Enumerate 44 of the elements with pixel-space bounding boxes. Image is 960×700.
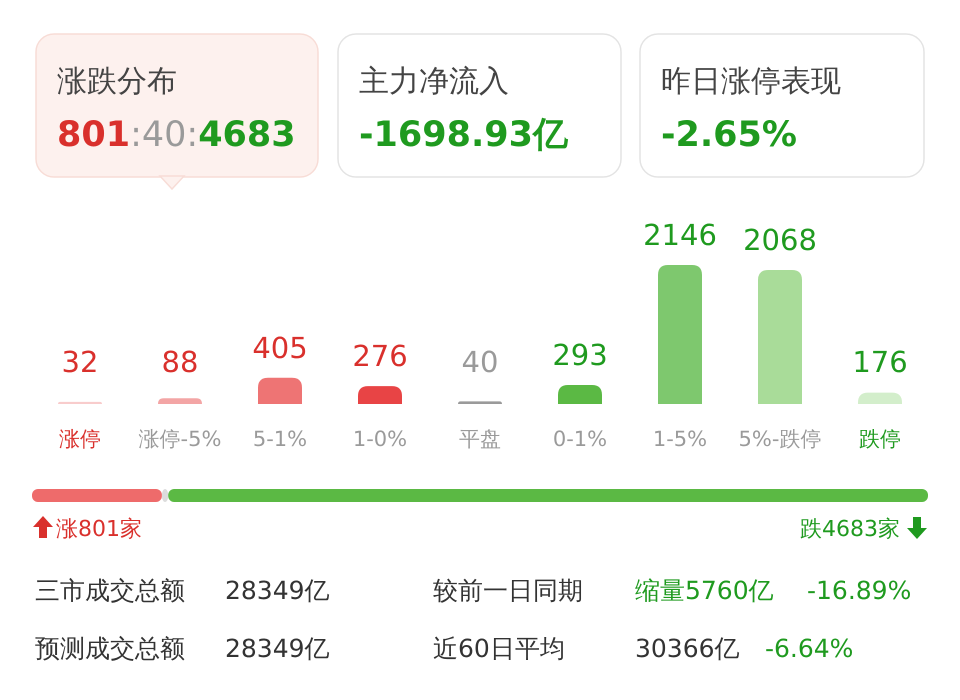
text: 涨801家 <box>56 517 142 542</box>
text: 主力净流入 <box>359 64 509 99</box>
bar <box>658 265 702 404</box>
x-tick-label: 1-0% <box>352 427 408 451</box>
text: 缩量5760亿 <box>635 576 774 605</box>
text: 三市成交总额 <box>35 576 185 605</box>
text: -16.89% <box>807 576 912 605</box>
text: -2.65% <box>661 115 797 155</box>
bar <box>358 386 402 404</box>
x-tick-label: 平盘 <box>459 427 501 451</box>
text: 801:40:4683 <box>57 115 296 155</box>
x-tick-label: 0-1% <box>552 427 608 451</box>
data-label: 405 <box>252 330 308 365</box>
x-tick-label: 涨停 <box>59 427 101 451</box>
text: -6.64% <box>765 634 854 663</box>
data-label: 88 <box>162 345 198 379</box>
data-label: 176 <box>852 345 908 379</box>
text: 涨跌分布 <box>57 64 177 99</box>
x-tick-label: 5-1% <box>252 427 308 451</box>
data-label: 276 <box>352 339 408 374</box>
bar <box>458 401 502 404</box>
text: -1698.93亿 <box>359 115 569 155</box>
text: 预测成交总额 <box>35 634 185 663</box>
bar <box>158 398 202 404</box>
bar <box>758 270 802 404</box>
text: 30366亿 <box>635 634 740 663</box>
x-tick-label: 1-5% <box>652 427 708 451</box>
text: 28349亿 <box>225 576 330 605</box>
text: 较前一日同期 <box>433 576 583 605</box>
bar <box>558 385 602 404</box>
text: 近60日平均 <box>433 634 565 663</box>
text: 28349亿 <box>225 634 330 663</box>
text: 昨日涨停表现 <box>661 64 841 99</box>
data-label: 32 <box>62 345 98 379</box>
bar <box>858 392 902 404</box>
x-tick-label: 5%-跌停 <box>738 427 822 451</box>
data-label: 2146 <box>643 218 717 252</box>
data-label: 293 <box>552 338 608 372</box>
bar <box>258 378 302 404</box>
x-tick-label: 跌停 <box>859 427 901 451</box>
text: 跌4683家 <box>800 517 900 542</box>
data-label: 2068 <box>743 223 817 258</box>
x-tick-label: 涨停-5% <box>138 427 222 451</box>
data-label: 40 <box>462 345 498 379</box>
